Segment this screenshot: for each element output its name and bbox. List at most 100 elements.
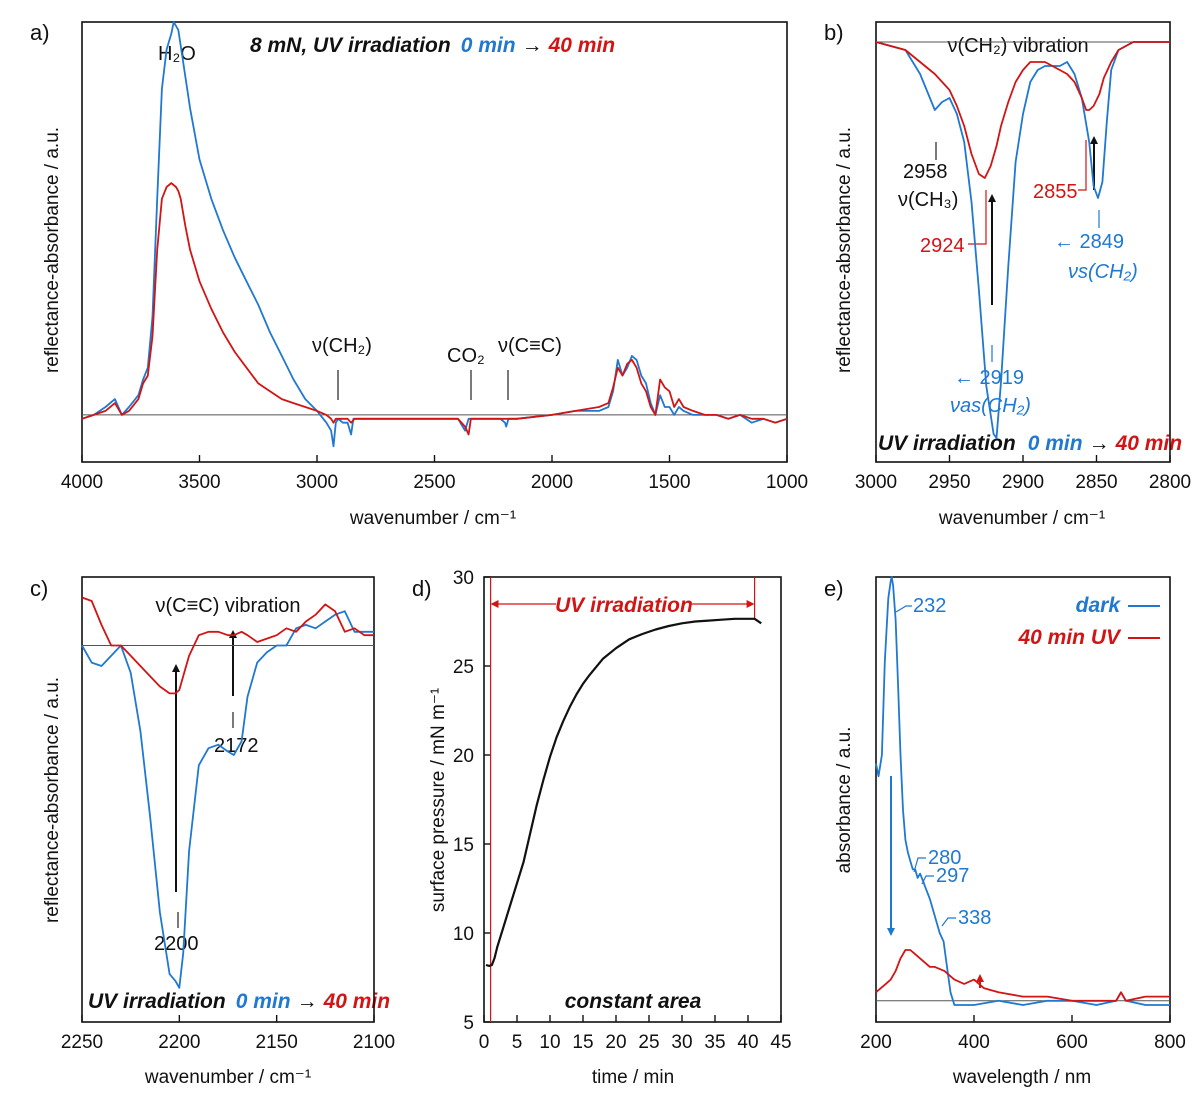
panel-a-xtick-label: 2000 bbox=[531, 472, 573, 493]
peak-2849-label: ← 2849 bbox=[1054, 231, 1124, 253]
peak-338-label: 338 bbox=[958, 907, 991, 929]
panel-c-xtick-label: 2250 bbox=[61, 1032, 103, 1053]
panel-c-title: ν(C≡C) vibration bbox=[155, 595, 300, 617]
panel-d-ytick-label: 15 bbox=[453, 835, 474, 856]
panel-c-xtick-label: 2100 bbox=[353, 1032, 395, 1053]
ch2-label: ν(CH₂) bbox=[312, 335, 372, 357]
panel-c: c) ν(C≡C) vibration 2172 2200 UV irradia… bbox=[30, 576, 390, 1088]
panel-a-xtick-label: 4000 bbox=[61, 472, 103, 493]
uv-range-label: UV irradiation bbox=[555, 594, 693, 617]
peak-2924-label: 2924 bbox=[920, 235, 965, 257]
panel-d-ylabel: surface pressure / mN m⁻¹ bbox=[428, 688, 449, 912]
panel-b-xtick-label: 2800 bbox=[1149, 472, 1191, 493]
panel-c-ylabel: reflectance-absorbance / a.u. bbox=[42, 677, 63, 923]
co2-label: CO₂ bbox=[447, 345, 485, 367]
panel-d-xtick-label: 40 bbox=[737, 1032, 758, 1053]
panel-b: b) ν(CH₂) vibration UV irradiation 0 min →… bbox=[824, 20, 1182, 529]
peak-2958-label: 2958 bbox=[903, 161, 948, 183]
panel-d-ytick-label: 5 bbox=[463, 1013, 474, 1034]
h2o-label: H₂O bbox=[158, 43, 196, 65]
peak-2200-label: 2200 bbox=[154, 933, 199, 955]
cc-label: ν(C≡C) bbox=[498, 335, 562, 357]
panel-d-xtick-label: 25 bbox=[638, 1032, 659, 1053]
panel-e-frame bbox=[875, 576, 1171, 1023]
panel-d-ytick-label: 25 bbox=[453, 657, 474, 678]
panel-a-xtick-label: 1000 bbox=[766, 472, 808, 493]
panel-b-series-40-min bbox=[875, 41, 1170, 179]
panel-d-ytick-label: 20 bbox=[453, 746, 474, 767]
panel-e-series-dark bbox=[875, 576, 1170, 1006]
panel-a-xtick-label: 1500 bbox=[648, 472, 690, 493]
peak-232-marker bbox=[895, 605, 912, 613]
panel-a-label: a) bbox=[30, 20, 50, 45]
peak-2172-label: 2172 bbox=[214, 735, 259, 757]
panel-a-xtick-label: 3500 bbox=[178, 472, 220, 493]
panel-d-xtick-label: 10 bbox=[539, 1032, 560, 1053]
panel-a-series-40-min bbox=[81, 182, 788, 436]
panel-a-xtick-label: 3000 bbox=[296, 472, 338, 493]
panel-d-xlabel: time / min bbox=[592, 1067, 674, 1088]
panel-e-ylabel: absorbance / a.u. bbox=[834, 727, 855, 874]
vs-label: νs(CH₂) bbox=[1068, 261, 1138, 283]
panel-e-series-40-min-uv bbox=[875, 949, 1170, 1002]
peak-338-marker bbox=[941, 917, 956, 927]
panel-d-ytick-label: 30 bbox=[453, 568, 474, 589]
panel-e-xtick-label: 200 bbox=[860, 1032, 892, 1053]
peak-297-label: 297 bbox=[936, 865, 969, 887]
panel-d: d) UV irradiation constant area time / m… bbox=[412, 576, 702, 1088]
panel-c-xtick-label: 2150 bbox=[256, 1032, 298, 1053]
panel-e-xtick-label: 400 bbox=[958, 1032, 990, 1053]
panel-e-xlabel: wavelength / nm bbox=[952, 1067, 1091, 1088]
panel-d-xtick-label: 35 bbox=[704, 1032, 725, 1053]
peak-2855-marker bbox=[1078, 140, 1087, 191]
panel-c-series-40-min bbox=[81, 596, 374, 695]
panel-d-xtick-label: 0 bbox=[479, 1032, 490, 1053]
panel-c-frame bbox=[81, 576, 375, 1023]
panel-d-xtick-label: 15 bbox=[572, 1032, 593, 1053]
panel-a-xtick-label: 2500 bbox=[413, 472, 455, 493]
panel-e-xtick-label: 600 bbox=[1056, 1032, 1088, 1053]
panel-c-uv-title: UV irradiation 0 min → 40 min bbox=[88, 990, 390, 1013]
panel-b-xlabel: wavenumber / cm⁻¹ bbox=[938, 508, 1105, 529]
panel-c-xlabel: wavenumber / cm⁻¹ bbox=[144, 1067, 311, 1088]
panel-b-xtick-label: 2850 bbox=[1075, 472, 1117, 493]
panel-b-series-0-min bbox=[875, 41, 1170, 439]
peak-280-marker bbox=[913, 857, 926, 873]
panel-b-xtick-label: 2900 bbox=[1002, 472, 1044, 493]
panel-d-xtick-label: 20 bbox=[605, 1032, 626, 1053]
panel-e: e) dark 40 min UV 232 280 297 338 wavele… bbox=[824, 576, 1160, 1088]
panel-c-series-0-min bbox=[81, 610, 374, 989]
peak-2919-label: ← 2919 bbox=[954, 367, 1024, 389]
panel-b-xtick-label: 2950 bbox=[928, 472, 970, 493]
panel-b-ylabel: reflectance-absorbance / a.u. bbox=[834, 127, 855, 373]
panel-d-frame bbox=[483, 576, 782, 1023]
panel-b-label: b) bbox=[824, 20, 844, 45]
panel-e-xtick-label: 800 bbox=[1154, 1032, 1186, 1053]
legend-uv-label: 40 min UV bbox=[1017, 626, 1122, 649]
panel-b-xtick-label: 3000 bbox=[855, 472, 897, 493]
panel-d-xtick-label: 30 bbox=[671, 1032, 692, 1053]
panel-b-title: ν(CH₂) vibration bbox=[947, 35, 1088, 57]
peak-2855-label: 2855 bbox=[1033, 181, 1078, 203]
panel-e-label: e) bbox=[824, 576, 844, 601]
panel-d-label: d) bbox=[412, 576, 432, 601]
panel-d-series-surface-pressure bbox=[485, 617, 762, 968]
panel-d-ytick-label: 10 bbox=[453, 924, 474, 945]
peak-280-label: 280 bbox=[928, 847, 961, 869]
panel-a-xlabel: wavenumber / cm⁻¹ bbox=[349, 508, 516, 529]
constant-area-label: constant area bbox=[565, 990, 702, 1013]
vas-label: νas(CH₂) bbox=[950, 395, 1031, 417]
legend-dark-label: dark bbox=[1076, 594, 1122, 617]
panel-d-xtick-label: 5 bbox=[512, 1032, 523, 1053]
panel-a-ylabel: reflectance-absorbance / a.u. bbox=[42, 127, 63, 373]
panel-a: a) H₂O 8 mN, UV irradiation 0 min → 40 min … bbox=[30, 20, 615, 529]
peak-2924-marker bbox=[968, 190, 987, 245]
panel-c-label: c) bbox=[30, 576, 48, 601]
panel-c-xtick-label: 2200 bbox=[158, 1032, 200, 1053]
peak-232-label: 232 bbox=[913, 595, 946, 617]
panel-d-xtick-label: 45 bbox=[770, 1032, 791, 1053]
panel-a-title: 8 mN, UV irradiation 0 min → 40 min bbox=[250, 34, 615, 57]
panel-b-uv-title: UV irradiation 0 min → 40 min bbox=[878, 432, 1182, 455]
ch3-label: ν(CH₃) bbox=[898, 189, 958, 211]
